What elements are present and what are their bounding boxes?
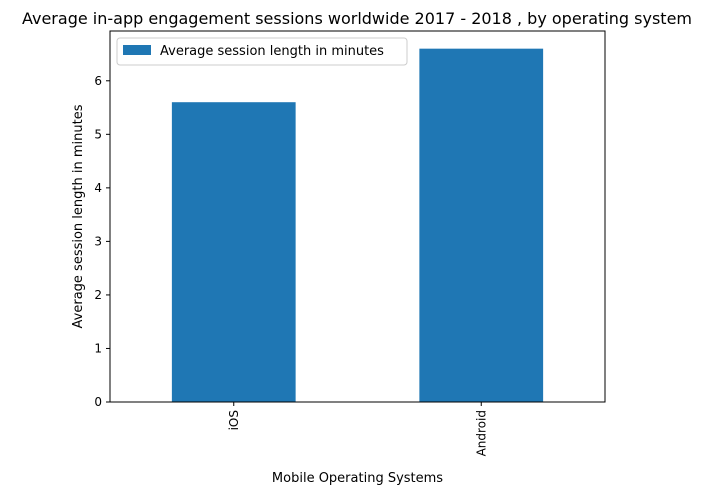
plot-frame [109,30,606,403]
y-tick-label: 6 [94,74,102,88]
y-axis-label: Average session length in minutes [71,104,86,328]
bars-layer [171,48,544,403]
y-tick-label: 5 [94,127,102,141]
x-axis-label: Mobile Operating Systems [272,471,443,486]
y-tick-label: 4 [94,181,102,195]
legend-swatch [123,45,151,55]
legend-label: Average session length in minutes [160,44,384,59]
y-tick-label: 1 [94,341,102,355]
y-tick-label: 3 [94,234,102,248]
legend: Average session length in minutes [116,37,408,66]
legend-frame [116,37,408,66]
y-axis: 0 1 2 3 4 5 6 [94,74,110,409]
y-tick-label: 2 [94,288,102,302]
bar-ios [171,102,296,402]
chart-title: Average in-app engagement sessions world… [22,9,692,28]
bar-android [419,48,544,403]
x-tick-label: iOS [227,410,241,430]
x-tick-label: Android [474,410,488,456]
y-tick-label: 0 [94,395,102,409]
x-axis: iOS Android [227,402,488,456]
